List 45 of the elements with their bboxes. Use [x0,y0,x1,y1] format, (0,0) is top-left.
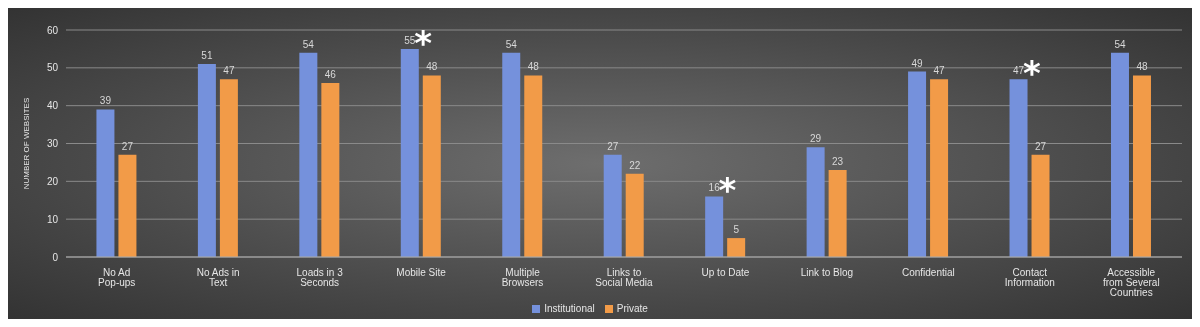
x-tick-label: No Ad Pop-ups [98,267,136,289]
data-label: 55 [404,34,416,46]
data-label: 54 [1114,38,1126,50]
legend-label: Institutional [544,303,595,314]
y-tick-label: 0 [52,251,59,263]
data-label: 27 [607,140,619,152]
y-tick-label: 30 [46,138,59,150]
data-label: 27 [121,140,134,152]
x-tick-label: Multiple Browsers [501,267,544,289]
y-tick-label: 20 [46,175,59,187]
x-tick-label: Loads in 3 Seconds [296,267,344,289]
data-label: 54 [505,38,518,50]
data-label: 48 [527,61,540,73]
data-label: 22 [629,159,641,171]
x-tick-label: Accessible from Several Countries [1102,267,1160,299]
y-tick-label: 10 [46,213,59,225]
x-tick-label: Mobile Site [396,267,447,279]
data-label: 16 [708,182,721,194]
y-axis-title: NUMBER OF WEBSITES [21,97,31,190]
data-label: 49 [911,57,924,69]
annotation: * [718,170,737,211]
y-tick-label: 50 [46,62,59,74]
x-tick-label: Up to Date [701,267,750,279]
x-tick-label: Contact Information [1004,267,1055,289]
data-label: 47 [223,65,235,77]
data-label: 47 [933,65,946,77]
legend-label: Private [616,303,648,314]
y-tick-label: 60 [46,24,59,36]
data-label: 27 [1034,140,1047,152]
data-label: 54 [302,38,315,50]
data-label: 51 [201,50,213,62]
data-label: 5 [733,224,740,236]
data-label: 47 [1012,65,1025,77]
y-tick-label: 40 [46,100,59,112]
data-label: 39 [99,95,112,107]
data-label: 48 [1136,61,1148,73]
x-tick-label: No Ads in Text [196,267,240,289]
x-tick-label: Links to Social Media [595,267,654,289]
data-label: 48 [426,61,438,73]
annotation: * [414,22,433,63]
data-label: 29 [810,133,822,145]
data-label: 46 [324,68,337,80]
data-label: 23 [832,155,844,167]
x-tick-label: Confidential [901,267,955,279]
x-tick-label: Link to Blog [800,267,854,279]
